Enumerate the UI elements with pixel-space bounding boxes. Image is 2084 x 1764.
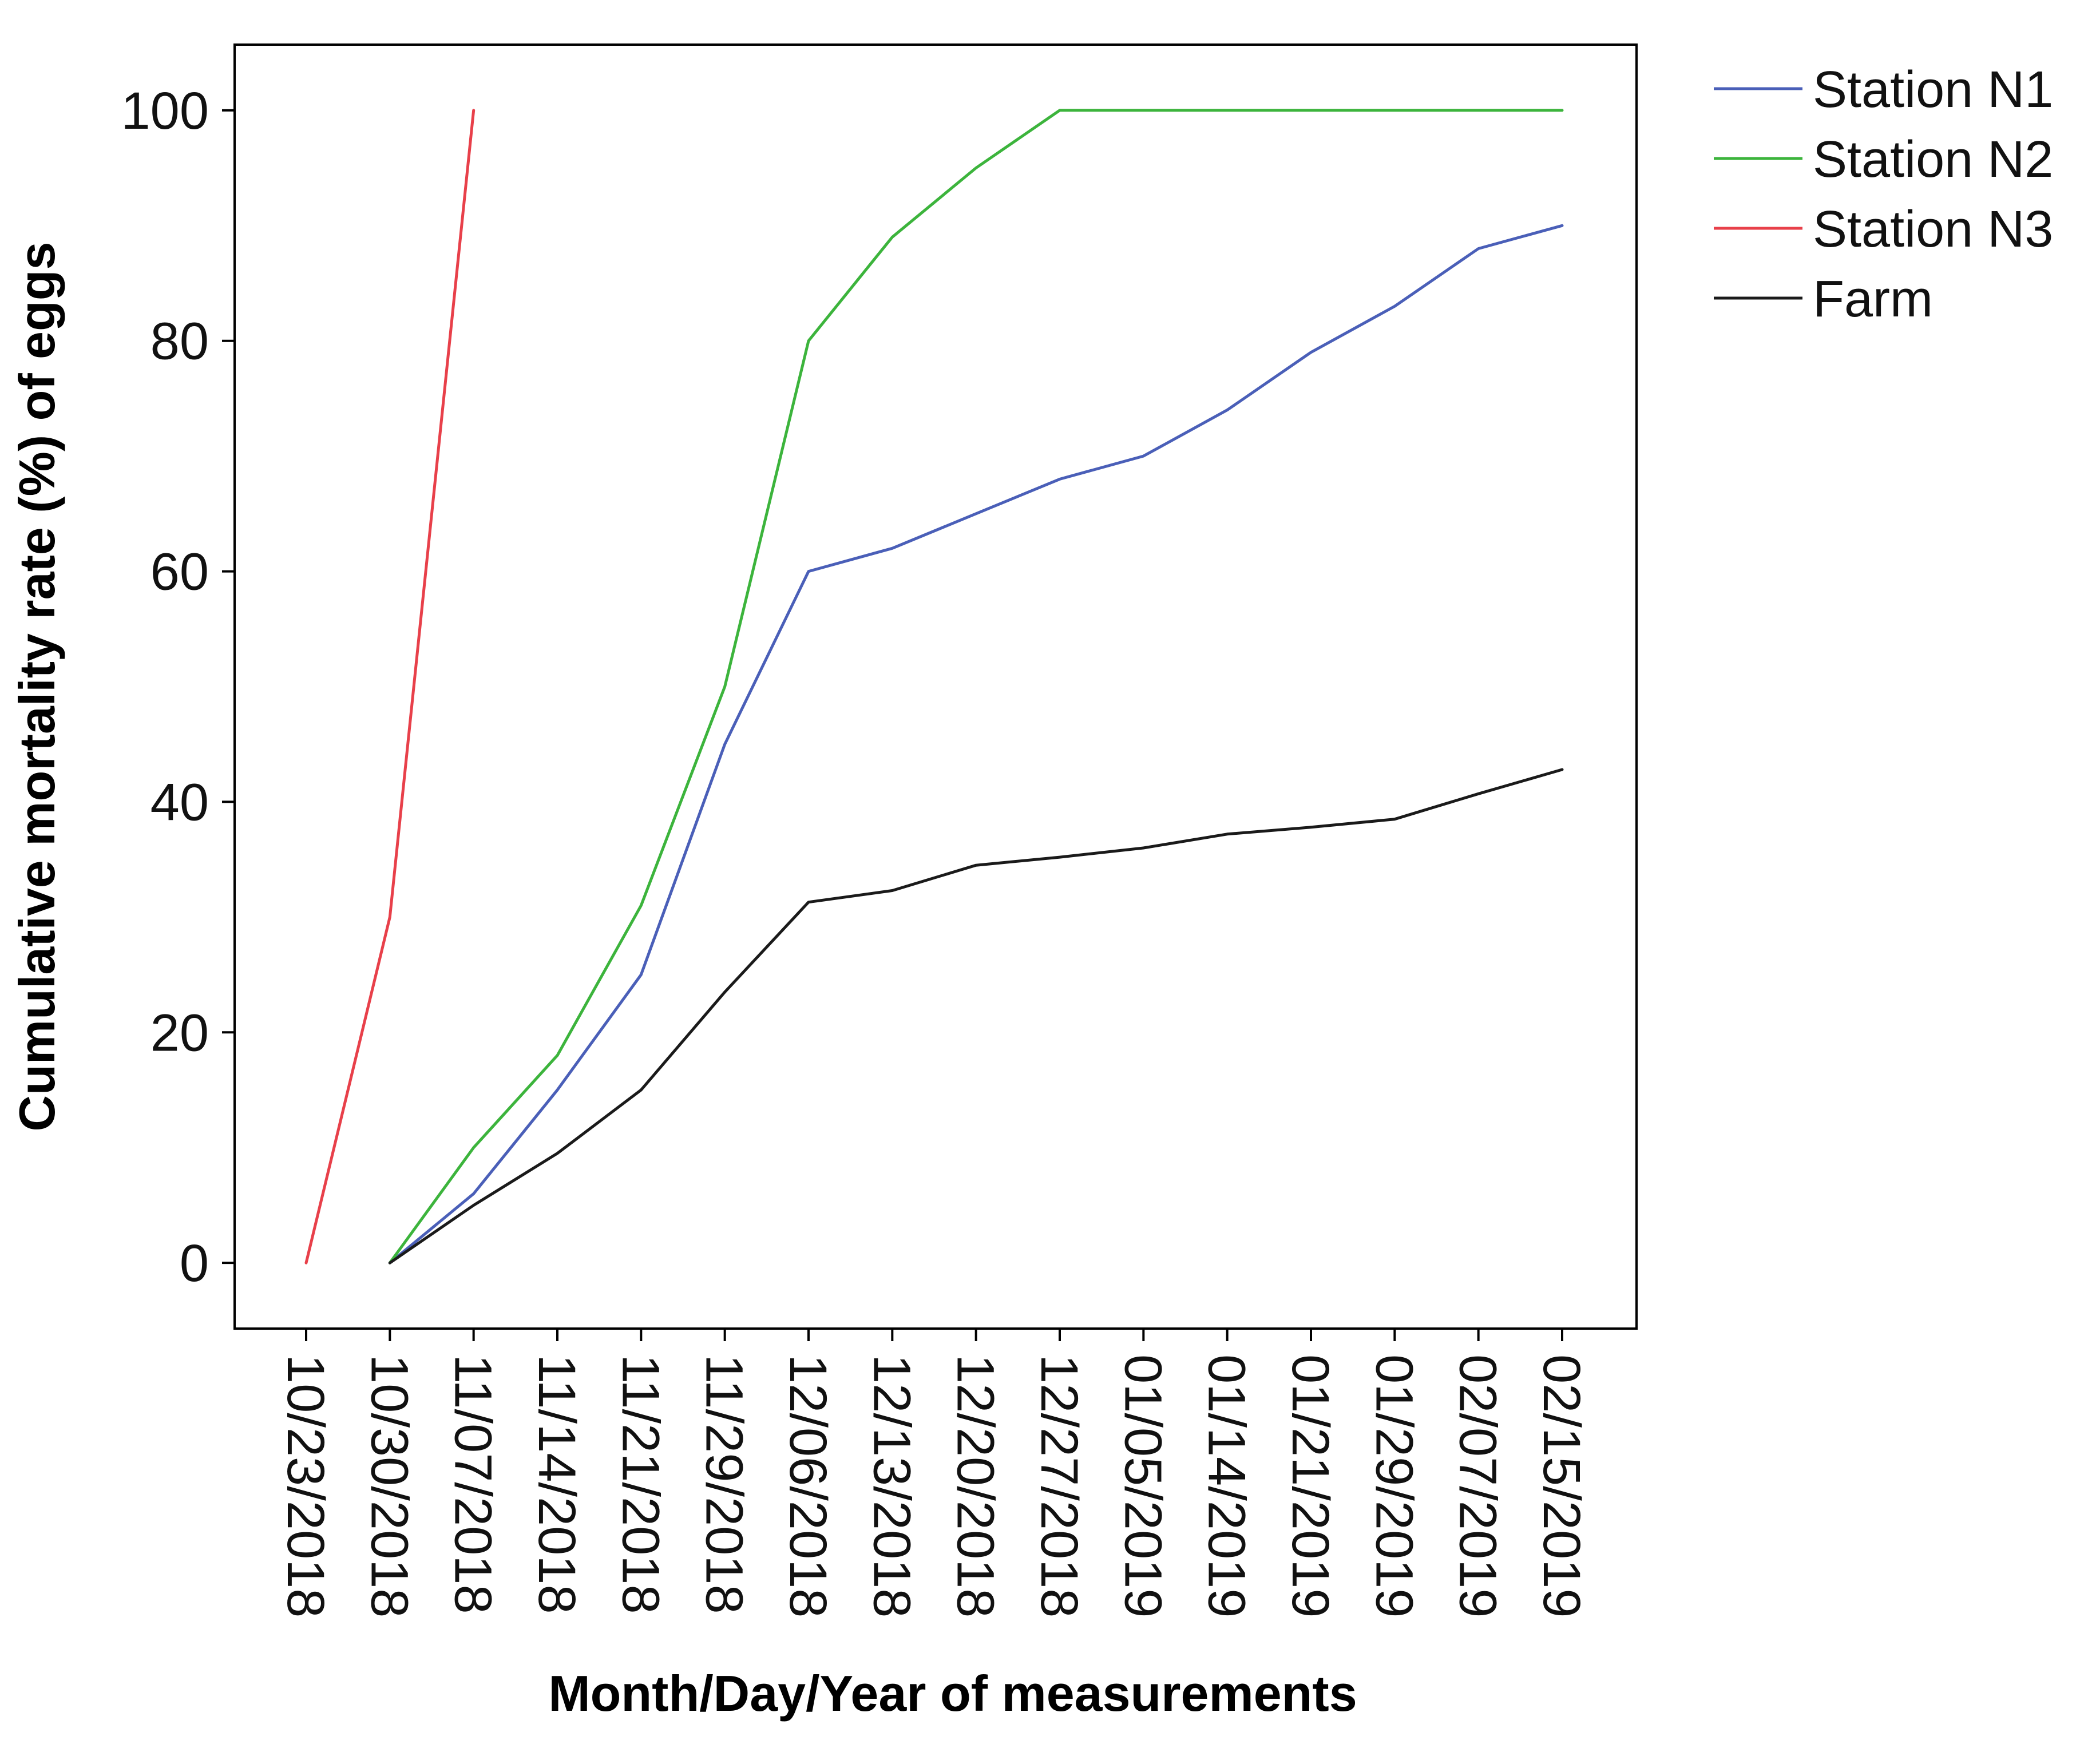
x-tick-label: 02/15/2019: [1532, 1354, 1591, 1618]
y-tick-label: 0: [180, 1234, 209, 1293]
x-tick-label: 11/07/2018: [444, 1354, 502, 1614]
x-tick-label: 01/29/2019: [1365, 1354, 1423, 1618]
x-tick-label: 12/27/2018: [1030, 1354, 1088, 1618]
legend-label: Station N3: [1813, 201, 2053, 258]
legend-label: Station N1: [1813, 61, 2053, 118]
series-line-station-n1: [388, 224, 1564, 1264]
legend-label: Station N2: [1813, 131, 2053, 188]
series-lines: [304, 109, 1564, 1264]
x-tick-label: 10/23/2018: [276, 1354, 335, 1618]
series-line-station-n3: [304, 109, 476, 1264]
x-tick-label: 12/20/2018: [946, 1354, 1005, 1618]
series-line-station-n2: [388, 109, 1564, 1264]
x-tick-label: 01/14/2019: [1198, 1354, 1256, 1618]
y-tick-label: 40: [150, 773, 209, 831]
x-tick-label: 12/13/2018: [862, 1354, 921, 1618]
x-tick-label: 01/21/2019: [1281, 1354, 1340, 1618]
legend: Station N1 Station N2 Station N3 Farm: [1714, 61, 2053, 328]
x-tick-label: 11/14/2018: [528, 1354, 586, 1614]
y-tick-label: 20: [150, 1004, 209, 1062]
x-tick-label: 10/30/2018: [360, 1354, 418, 1618]
y-axis-title: Cumulative mortality rate (%) of eggs: [9, 242, 65, 1132]
x-tick-label: 11/29/2018: [695, 1354, 754, 1614]
x-tick-label: 01/05/2019: [1114, 1354, 1172, 1618]
x-tick-label: 02/07/2019: [1449, 1354, 1507, 1618]
x-axis-title: Month/Day/Year of measurements: [548, 1665, 1357, 1722]
x-tick-label: 11/21/2018: [611, 1354, 669, 1614]
y-tick-label: 100: [121, 82, 209, 140]
y-tick-label: 80: [150, 312, 209, 371]
series-line-farm: [388, 768, 1564, 1264]
x-axis: 10/23/2018 10/30/2018 11/07/2018 11/14/2018…: [276, 1329, 1591, 1618]
y-tick-label: 60: [150, 543, 209, 601]
y-axis: 0 20 40 60 80 100: [121, 82, 235, 1293]
plot-area-frame: [233, 43, 1638, 1330]
x-tick-label: 12/06/2018: [779, 1354, 837, 1618]
legend-label: Farm: [1813, 271, 1933, 328]
